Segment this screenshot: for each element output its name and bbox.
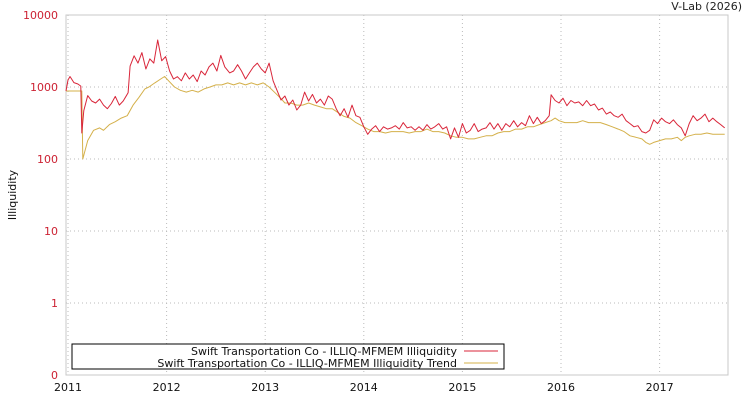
legend-label-illiquidity: Swift Transportation Co - ILLIQ-MFMEM Il… bbox=[191, 345, 458, 358]
illiquidity-line bbox=[65, 39, 726, 140]
y-tick-label: 100 bbox=[37, 153, 58, 166]
x-tick-label: 2014 bbox=[350, 381, 378, 394]
y-tick-label: 1 bbox=[51, 297, 58, 310]
y-tick-label: 10000 bbox=[23, 9, 58, 22]
y-tick-label: 10 bbox=[44, 225, 58, 238]
legend-box bbox=[71, 343, 505, 370]
credit-label: V-Lab (2026) bbox=[671, 0, 742, 13]
y-tick-label: 0 bbox=[51, 369, 58, 382]
x-tick-label: 2017 bbox=[646, 381, 674, 394]
illiquidity-trend-line bbox=[66, 76, 725, 160]
plot-frame bbox=[65, 14, 729, 376]
x-tick-label: 2016 bbox=[547, 381, 575, 394]
legend: Swift Transportation Co - ILLIQ-MFMEM Il… bbox=[71, 343, 505, 370]
y-axis-label: Illiquidity bbox=[6, 169, 19, 220]
x-axis-ticks: 2011 2012 2013 2014 2015 2016 2017 bbox=[54, 381, 674, 394]
x-tick-label: 2015 bbox=[448, 381, 476, 394]
x-tick-label: 2012 bbox=[153, 381, 181, 394]
legend-label-trend: Swift Transportation Co - ILLIQ-MFMEM Il… bbox=[157, 357, 457, 370]
x-tick-label: 2011 bbox=[54, 381, 82, 394]
series-lines bbox=[65, 39, 726, 160]
grid-lines bbox=[66, 15, 728, 375]
y-tick-label: 1000 bbox=[30, 81, 58, 94]
x-tick-label: 2013 bbox=[251, 381, 279, 394]
